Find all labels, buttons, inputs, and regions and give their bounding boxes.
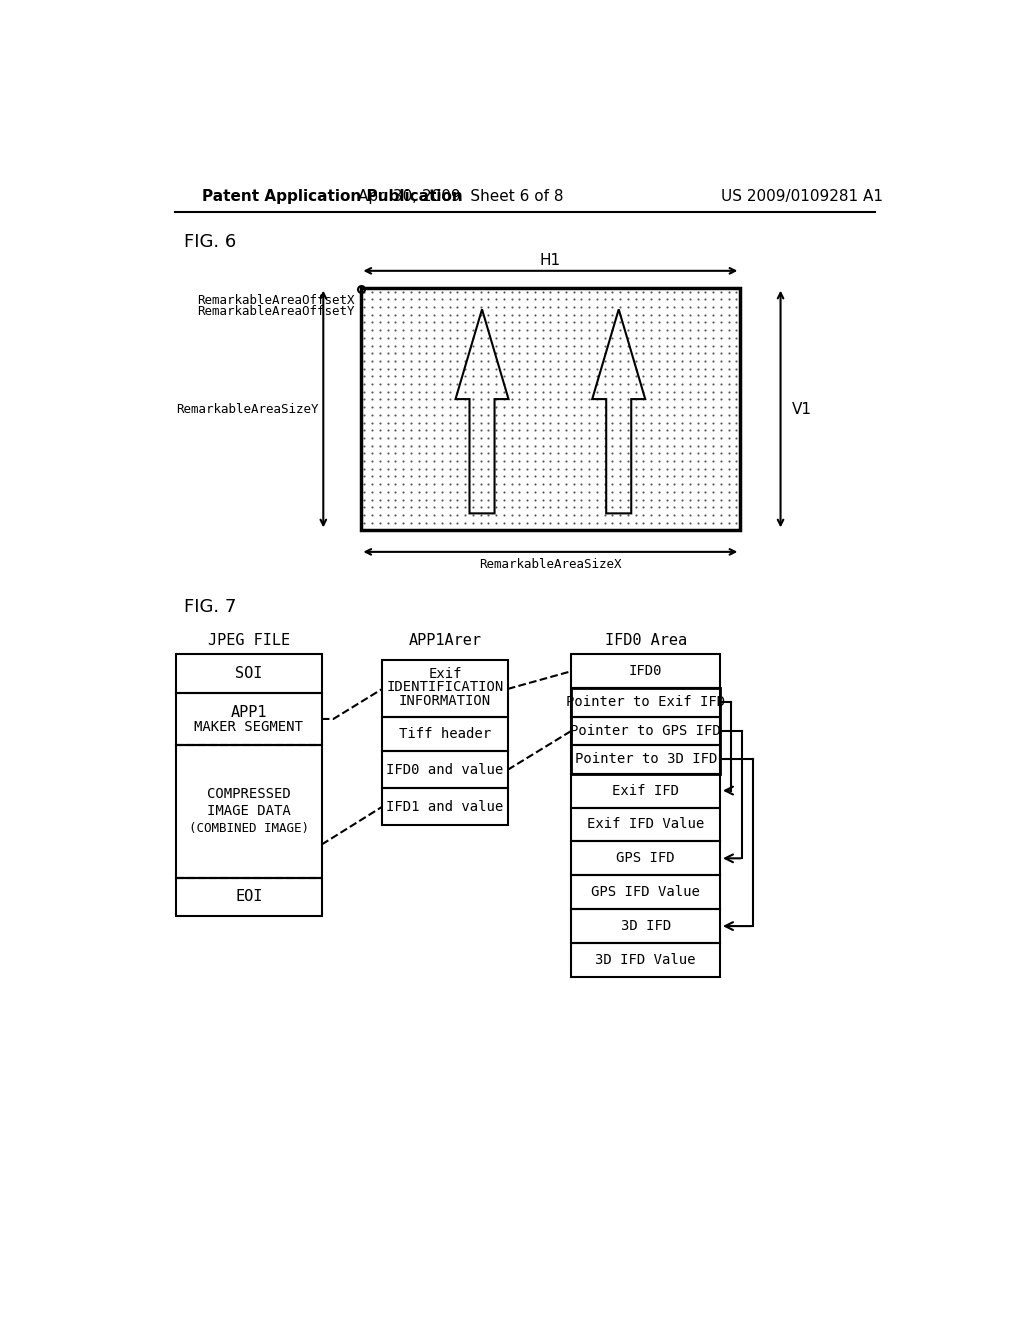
Bar — [360, 288, 740, 531]
Text: IMAGE DATA: IMAGE DATA — [207, 804, 291, 818]
Text: IFD0 Area: IFD0 Area — [604, 632, 687, 648]
Text: IFD1 and value: IFD1 and value — [386, 800, 504, 813]
Text: Tiff header: Tiff header — [399, 727, 492, 742]
Text: Exif: Exif — [428, 667, 462, 681]
Bar — [571, 774, 720, 808]
Bar — [571, 688, 720, 717]
Text: EOI: EOI — [236, 890, 262, 904]
Bar — [571, 875, 720, 909]
Text: H1: H1 — [540, 253, 561, 268]
Text: IFD0: IFD0 — [629, 664, 663, 678]
Bar — [571, 841, 720, 875]
Text: US 2009/0109281 A1: US 2009/0109281 A1 — [721, 189, 884, 205]
Text: SOI: SOI — [236, 667, 262, 681]
Text: FIG. 7: FIG. 7 — [183, 598, 237, 615]
Text: GPS IFD Value: GPS IFD Value — [591, 886, 700, 899]
Text: Patent Application Publication: Patent Application Publication — [202, 189, 463, 205]
Bar — [176, 693, 322, 744]
Text: JPEG FILE: JPEG FILE — [208, 632, 290, 648]
Text: APP1Arer: APP1Arer — [409, 632, 481, 648]
Text: Exif IFD: Exif IFD — [612, 784, 679, 797]
Text: (COMBINED IMAGE): (COMBINED IMAGE) — [188, 822, 309, 834]
Bar — [571, 909, 720, 942]
Text: Apr. 30, 2009  Sheet 6 of 8: Apr. 30, 2009 Sheet 6 of 8 — [358, 189, 564, 205]
Text: Pointer to 3D IFD: Pointer to 3D IFD — [574, 752, 717, 767]
Text: MAKER SEGMENT: MAKER SEGMENT — [195, 719, 303, 734]
Text: RemarkableAreaSizeX: RemarkableAreaSizeX — [479, 557, 622, 570]
Bar — [382, 660, 508, 718]
Text: RemarkableAreaOffsetX: RemarkableAreaOffsetX — [197, 293, 354, 306]
Bar — [176, 744, 322, 878]
Text: COMPRESSED: COMPRESSED — [207, 788, 291, 801]
Bar — [382, 718, 508, 751]
Bar — [176, 655, 322, 693]
Bar — [571, 942, 720, 977]
Bar — [571, 717, 720, 744]
Text: APP1: APP1 — [230, 705, 267, 719]
Bar — [382, 788, 508, 825]
Text: INFORMATION: INFORMATION — [399, 694, 492, 709]
Bar — [571, 688, 720, 774]
Text: RemarkableAreaOffsetY: RemarkableAreaOffsetY — [197, 305, 354, 318]
Text: GPS IFD: GPS IFD — [616, 851, 675, 866]
Text: FIG. 6: FIG. 6 — [183, 232, 237, 251]
Text: V1: V1 — [792, 401, 811, 417]
Text: Pointer to GPS IFD: Pointer to GPS IFD — [570, 723, 721, 738]
Bar — [571, 808, 720, 841]
Text: Exif IFD Value: Exif IFD Value — [587, 817, 705, 832]
Text: RemarkableAreaSizeY: RemarkableAreaSizeY — [176, 403, 318, 416]
Text: Pointer to Exif IFD: Pointer to Exif IFD — [566, 696, 725, 709]
Text: IFD0 and value: IFD0 and value — [386, 763, 504, 776]
Text: 3D IFD Value: 3D IFD Value — [595, 953, 696, 968]
Bar — [571, 655, 720, 688]
Bar — [176, 878, 322, 916]
Bar — [571, 744, 720, 774]
Text: 3D IFD: 3D IFD — [621, 919, 671, 933]
Bar — [382, 751, 508, 788]
Text: IDENTIFICATION: IDENTIFICATION — [386, 680, 504, 694]
